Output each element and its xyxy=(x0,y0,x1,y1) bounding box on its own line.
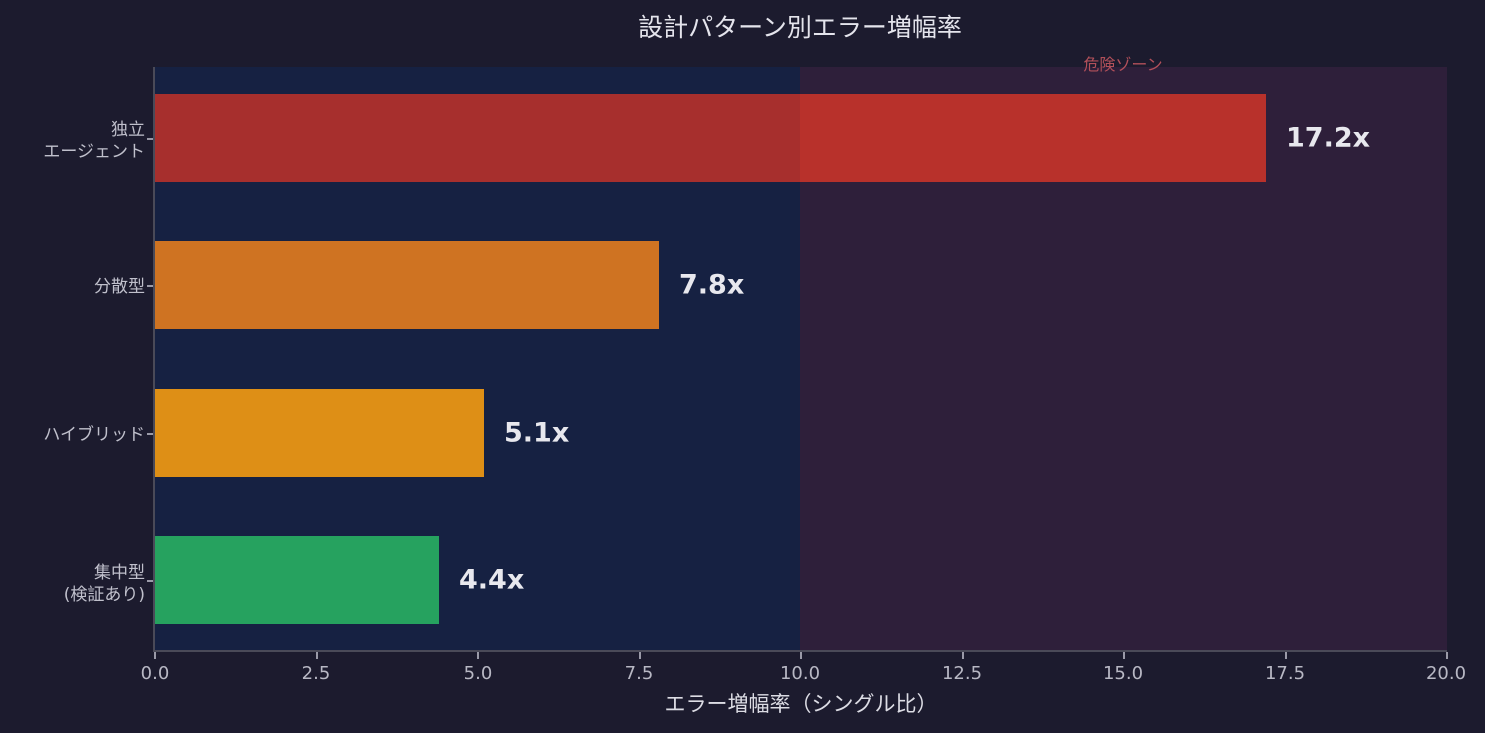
y-tick xyxy=(147,285,153,287)
x-tick-label: 20.0 xyxy=(1425,663,1467,684)
y-label-distributed: 分散型 xyxy=(94,277,145,297)
x-tick-label: 12.5 xyxy=(941,663,983,684)
bar-independent-agent xyxy=(155,94,1266,182)
danger-zone-label: 危険ゾーン xyxy=(1083,55,1163,74)
x-axis-line xyxy=(153,650,1447,652)
y-label-independent: 独立 エージェント xyxy=(43,120,145,162)
x-tick-label: 17.5 xyxy=(1264,663,1306,684)
value-label-distributed: 7.8x xyxy=(679,269,745,301)
x-tick-label: 5.0 xyxy=(463,663,493,684)
y-tick xyxy=(147,433,153,435)
x-tick xyxy=(800,652,802,659)
value-label-centralized: 4.4x xyxy=(459,564,525,596)
x-tick xyxy=(639,652,641,659)
plot-area: 危険ゾーン 17.2x 7.8x 5.1x 4.4x 独立 エージェント 分散型… xyxy=(43,55,1466,684)
bar-centralized xyxy=(155,536,439,624)
x-tick-label: 15.0 xyxy=(1102,663,1144,684)
x-tick xyxy=(962,652,964,659)
x-tick xyxy=(1285,652,1287,659)
x-tick-label: 2.5 xyxy=(301,663,331,684)
bar-hybrid xyxy=(155,389,484,477)
x-tick-label: 0.0 xyxy=(140,663,170,684)
x-tick xyxy=(1446,652,1448,659)
x-tick xyxy=(1123,652,1125,659)
chart-title: 設計パターン別エラー増幅率 xyxy=(638,13,962,42)
y-label-hybrid: ハイブリッド xyxy=(43,425,145,445)
y-axis-line xyxy=(153,67,155,650)
x-tick xyxy=(154,652,156,659)
value-label-independent: 17.2x xyxy=(1286,122,1371,154)
x-tick-label: 7.5 xyxy=(624,663,654,684)
x-tick xyxy=(316,652,318,659)
x-axis-title: エラー増幅率（シングル比） xyxy=(664,692,938,716)
y-tick xyxy=(147,138,153,140)
value-label-hybrid: 5.1x xyxy=(504,417,570,449)
x-tick-label: 10.0 xyxy=(779,663,821,684)
bar-distributed xyxy=(155,241,659,329)
y-tick xyxy=(147,580,153,582)
x-tick xyxy=(477,652,479,659)
y-label-centralized: 集中型 (検証あり) xyxy=(63,563,145,605)
